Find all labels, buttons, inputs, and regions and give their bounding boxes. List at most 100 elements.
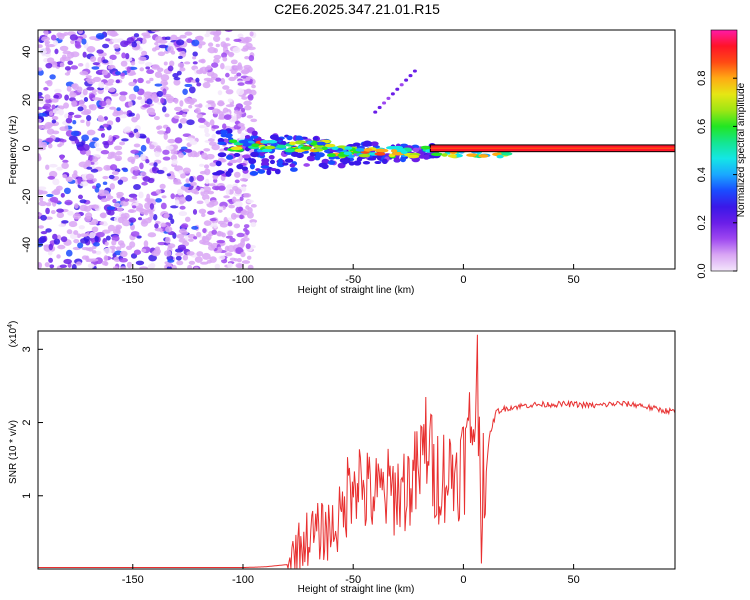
noise-speckle [162,106,167,113]
noise-speckle [85,62,90,69]
noise-speckle [197,117,206,123]
signal-speckle [274,168,281,175]
noise-speckle [141,248,147,253]
noise-speckle [66,229,73,235]
noise-speckle [165,145,174,150]
noise-speckle [219,201,228,208]
noise-speckle [223,219,230,223]
noise-speckle [114,155,123,162]
noise-speckle [154,150,161,158]
noise-speckle [91,66,100,70]
noise-speckle [49,196,59,203]
noise-speckle [85,159,91,166]
noise-speckle [166,266,172,269]
noise-speckle [191,39,200,47]
noise-speckle [211,125,220,129]
noise-speckle [207,42,214,47]
noise-speckle [152,166,157,172]
noise-speckle [142,104,151,108]
noise-speckle [170,149,178,155]
noise-speckle [149,203,155,210]
colorbar-label: Normalized spectral amplitude [736,82,747,217]
noise-speckle [179,205,186,210]
noise-speckle [102,43,110,49]
signal-band-mark [294,148,306,153]
spectrogram-x-tick-label: 0 [460,274,466,286]
noise-speckle [90,204,99,209]
noise-speckle [144,62,153,67]
noise-speckle [68,111,75,116]
noise-speckle [222,123,227,130]
noise-speckle [39,236,47,243]
signal-speckle [315,152,325,158]
noise-speckle [163,133,168,140]
noise-speckle [126,37,135,44]
noise-speckle [250,203,257,208]
noise-speckle [82,143,90,151]
noise-speckle [184,148,193,153]
noise-speckle [121,52,126,59]
noise-speckle [233,171,241,178]
noise-speckle [184,216,191,223]
signal-speckle [242,154,251,159]
spectrogram-y-ticks: -40 -20 0 20 40 [21,46,43,253]
noise-speckle [201,194,210,201]
noise-speckle [111,240,117,246]
snr-y-tick-label: 2 [21,419,33,425]
snr-panel: -150 -100 -50 0 50 1 2 3 Height of straight li… [7,321,676,595]
noise-speckle [56,212,65,219]
noise-speckle [38,112,47,117]
noise-speckle [140,98,146,105]
noise-speckle [174,137,183,144]
noise-speckle [241,184,247,188]
noise-speckle [172,144,179,150]
noise-speckle [207,106,215,110]
noise-speckle [162,156,171,161]
spectrogram-y-tick-label: 0 [21,145,33,151]
noise-speckle [162,149,170,155]
noise-speckle [188,99,195,105]
noise-speckle [236,64,243,71]
noise-speckle [233,258,238,262]
noise-speckle [233,110,240,114]
noise-speckle [121,219,131,227]
signal-speckle [251,130,258,136]
signal-speckle [268,154,275,160]
noise-speckle [178,211,188,217]
streak-mark [382,101,387,105]
noise-speckle [119,72,126,77]
noise-speckle [198,125,207,129]
signal-band-mark [478,154,489,158]
noise-speckle [243,227,248,232]
noise-speckle [86,86,95,91]
noise-speckle [139,67,145,72]
noise-speckle [128,100,133,108]
noise-speckle [225,89,234,95]
noise-speckle [240,240,246,247]
noise-speckle [58,109,64,116]
noise-speckle [45,62,53,69]
noise-speckle [182,241,190,247]
noise-speckle [53,94,60,99]
signal-band-mark [266,139,278,144]
noise-speckle [207,46,217,54]
noise-speckle [57,244,66,250]
noise-speckle [120,250,128,258]
noise-speckle [100,212,107,219]
noise-speckle [230,59,238,65]
noise-speckle [56,166,63,171]
noise-speckle [46,79,53,87]
noise-speckle [85,78,93,82]
noise-speckle [133,183,141,191]
noise-speckle [217,100,225,107]
signal-band-mark [300,146,312,150]
signal-speckle [233,152,241,157]
noise-speckle [243,89,253,94]
noise-speckle [170,218,175,225]
noise-speckle [196,231,202,238]
snr-x-tick-label: -50 [345,574,361,586]
signal-band-mark [321,146,328,151]
noise-speckle [207,210,215,215]
noise-speckle [134,154,140,159]
noise-speckle [167,45,174,53]
